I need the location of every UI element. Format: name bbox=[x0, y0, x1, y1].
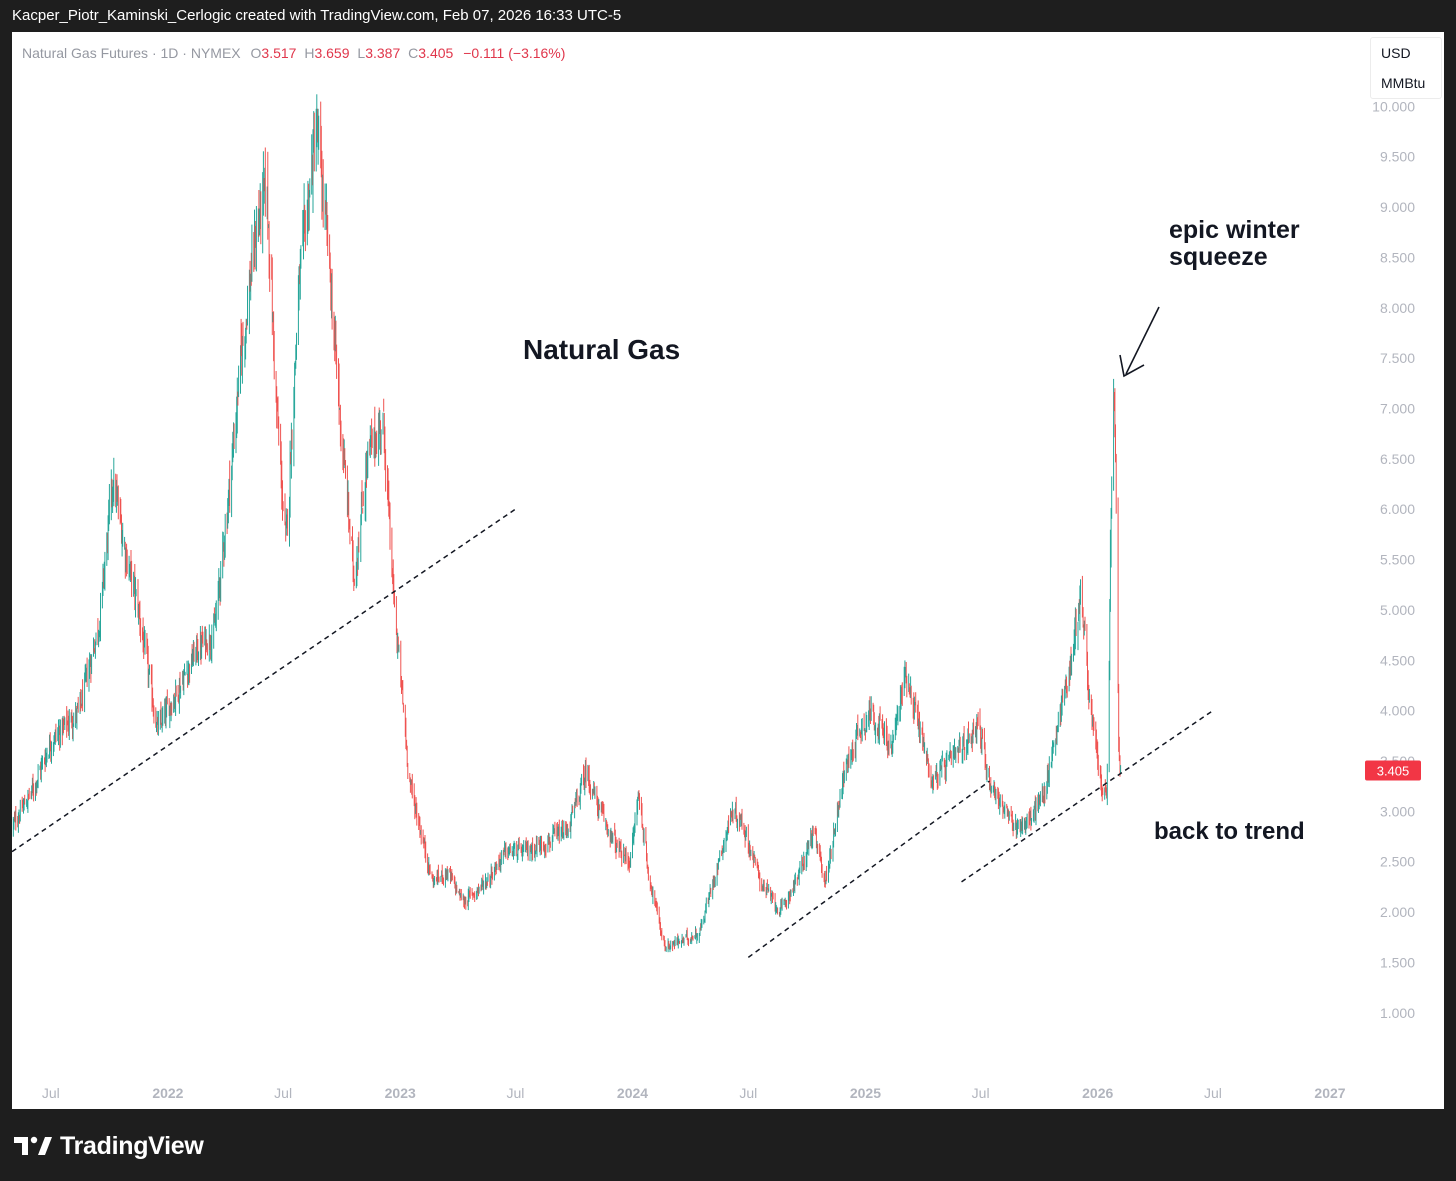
svg-text:3.405: 3.405 bbox=[1377, 764, 1410, 779]
currency-label[interactable]: USD bbox=[1381, 45, 1411, 61]
annotation-arrow bbox=[1119, 306, 1160, 378]
y-tick-label: 3.000 bbox=[1380, 803, 1415, 819]
x-tick-label: 2024 bbox=[617, 1085, 648, 1101]
y-tick-label: 5.000 bbox=[1380, 602, 1415, 618]
y-tick-label: 4.000 bbox=[1380, 703, 1415, 719]
open-label: O bbox=[250, 45, 262, 61]
price-axis: 1.0001.5002.0002.5003.0003.5004.0004.500… bbox=[1372, 98, 1415, 1020]
squeeze-annotation-line2: squeeze bbox=[1169, 243, 1268, 271]
squeeze-annotation-line1: epic winter bbox=[1169, 216, 1300, 244]
time-axis: Jul 2022 Jul 2023 Jul 2024 Jul 2025 Jul 2026 Jul 20… bbox=[42, 1085, 1346, 1101]
y-tick-label: 8.000 bbox=[1380, 300, 1415, 316]
tradingview-logo-icon bbox=[14, 1136, 52, 1155]
x-tick-label: 2025 bbox=[850, 1085, 881, 1101]
x-tick-label: 2022 bbox=[152, 1085, 183, 1101]
unit-label[interactable]: MMBtu bbox=[1381, 75, 1426, 91]
low-value: 3.387 bbox=[365, 45, 401, 61]
y-tick-label: 10.000 bbox=[1372, 98, 1415, 114]
y-tick-label: 2.000 bbox=[1380, 904, 1415, 920]
x-tick-label: 2026 bbox=[1082, 1085, 1113, 1101]
y-tick-label: 5.500 bbox=[1380, 552, 1415, 568]
high-value: 3.659 bbox=[314, 45, 350, 61]
y-tick-label: 9.500 bbox=[1380, 149, 1415, 165]
y-tick-label: 2.500 bbox=[1380, 854, 1415, 870]
y-tick-label: 1.500 bbox=[1380, 954, 1415, 970]
x-tick-label: Jul bbox=[1204, 1085, 1222, 1101]
x-tick-label: 2023 bbox=[385, 1085, 416, 1101]
trendlines-layer bbox=[12, 508, 1214, 958]
last-price-tag: 3.405 bbox=[1365, 760, 1421, 781]
footer: TradingView bbox=[0, 1109, 1456, 1181]
close-value: 3.405 bbox=[418, 45, 454, 61]
y-tick-label: 7.500 bbox=[1380, 350, 1415, 366]
x-tick-label: Jul bbox=[42, 1085, 60, 1101]
attribution-header: Kacper_Piotr_Kaminski_Cerlogic created w… bbox=[12, 7, 622, 24]
x-tick-label: Jul bbox=[506, 1085, 524, 1101]
trendline[interactable] bbox=[961, 710, 1214, 883]
trendline[interactable] bbox=[12, 508, 516, 853]
symbol-legend: Natural Gas Futures · 1D · NYMEX O3.517 … bbox=[22, 45, 565, 61]
low-label: L bbox=[357, 45, 366, 61]
x-tick-label: Jul bbox=[739, 1085, 757, 1101]
change-value: −0.111 (−3.16%) bbox=[463, 45, 566, 61]
open-value: 3.517 bbox=[261, 45, 297, 61]
chart-panel[interactable]: 1.0001.5002.0002.5003.0003.5004.0004.500… bbox=[12, 32, 1444, 1109]
tradingview-logo[interactable]: TradingView bbox=[14, 1129, 204, 1163]
brand-name: TradingView bbox=[60, 1131, 204, 1160]
y-tick-label: 4.500 bbox=[1380, 652, 1415, 668]
x-tick-label: 2027 bbox=[1314, 1085, 1345, 1101]
symbol-name: Natural Gas Futures · 1D · NYMEX bbox=[22, 45, 241, 61]
close-label: C bbox=[408, 45, 419, 61]
chart-title-annotation: Natural Gas bbox=[523, 334, 681, 365]
x-tick-label: Jul bbox=[972, 1085, 990, 1101]
price-chart[interactable]: 1.0001.5002.0002.5003.0003.5004.0004.500… bbox=[12, 32, 1444, 1109]
y-tick-label: 8.500 bbox=[1380, 249, 1415, 265]
currency-unit-selector[interactable]: USD MMBtu bbox=[1370, 37, 1442, 99]
y-tick-label: 6.500 bbox=[1380, 451, 1415, 467]
high-label: H bbox=[304, 45, 315, 61]
trend-annotation: back to trend bbox=[1154, 818, 1305, 845]
y-tick-label: 9.000 bbox=[1380, 199, 1415, 215]
x-tick-label: Jul bbox=[274, 1085, 292, 1101]
squeeze-annotation: epic winter squeeze bbox=[1169, 217, 1300, 271]
y-tick-label: 1.000 bbox=[1380, 1005, 1415, 1021]
y-tick-label: 7.000 bbox=[1380, 400, 1415, 416]
trendline[interactable] bbox=[747, 780, 990, 958]
candles-layer bbox=[12, 94, 1122, 953]
y-tick-label: 6.000 bbox=[1380, 501, 1415, 517]
